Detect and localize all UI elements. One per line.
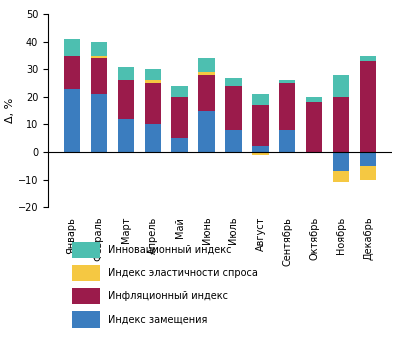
Bar xyxy=(306,102,322,152)
Bar xyxy=(333,75,350,97)
Bar xyxy=(90,94,107,152)
Bar xyxy=(333,152,350,171)
Bar xyxy=(225,130,242,152)
Bar xyxy=(172,138,188,152)
Bar xyxy=(279,83,296,130)
Bar xyxy=(225,77,242,86)
Bar xyxy=(360,61,376,152)
Bar xyxy=(360,166,376,180)
Bar xyxy=(333,97,350,152)
Bar xyxy=(306,97,322,102)
Y-axis label: Δ, %: Δ, % xyxy=(5,98,15,123)
Bar xyxy=(118,119,134,152)
Bar xyxy=(90,58,107,94)
Text: Индекс замещения: Индекс замещения xyxy=(108,315,207,325)
Bar xyxy=(64,56,80,89)
Bar xyxy=(90,56,107,58)
Bar xyxy=(172,86,188,97)
Bar xyxy=(360,152,376,166)
Bar xyxy=(198,72,215,75)
Bar xyxy=(118,80,134,119)
Bar xyxy=(333,171,350,182)
Text: Инновационный индекс: Инновационный индекс xyxy=(108,245,232,255)
Bar xyxy=(118,67,134,80)
Bar xyxy=(144,69,161,80)
Bar xyxy=(252,105,268,146)
Text: Индекс эластичности спроса: Индекс эластичности спроса xyxy=(108,268,258,278)
Bar xyxy=(360,56,376,61)
Bar xyxy=(198,75,215,111)
Bar xyxy=(90,42,107,56)
Bar xyxy=(252,146,268,152)
Text: Инфляционный индекс: Инфляционный индекс xyxy=(108,291,228,301)
Bar xyxy=(64,39,80,56)
Bar xyxy=(144,83,161,125)
Bar xyxy=(172,97,188,138)
Bar xyxy=(64,89,80,152)
Bar xyxy=(198,58,215,72)
Bar xyxy=(252,152,268,155)
Bar xyxy=(279,130,296,152)
Bar xyxy=(225,86,242,130)
Bar xyxy=(279,80,296,83)
Bar xyxy=(252,94,268,105)
Bar xyxy=(144,125,161,152)
Bar xyxy=(144,80,161,83)
Bar xyxy=(198,111,215,152)
